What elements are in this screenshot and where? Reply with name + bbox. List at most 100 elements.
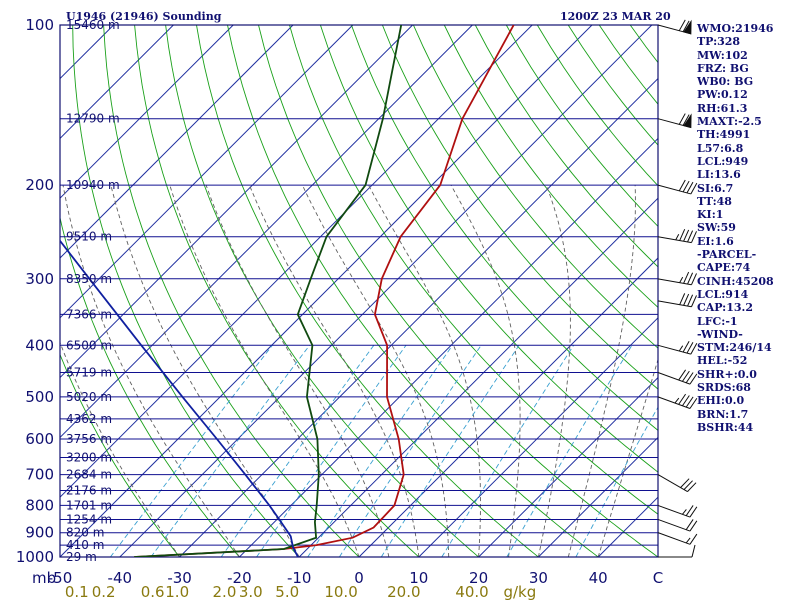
mixing-ratio-line [441, 345, 574, 557]
index-item: WMO:21946 [697, 22, 774, 35]
height-label: 29 m [66, 550, 97, 564]
wind-barb [657, 179, 698, 195]
wind-barb-pennant [683, 113, 692, 129]
wind-barb-flag [683, 271, 690, 284]
wind-barb-flag [685, 372, 694, 384]
index-item: CAPE:74 [697, 261, 751, 275]
mixing-ratio-line [339, 345, 482, 557]
wind-barb [657, 340, 698, 355]
index-item: EI:1.6 [697, 234, 734, 248]
wind-barb-flag [682, 180, 690, 193]
pressure-tick-label: 500 [25, 388, 54, 406]
wind-barb-flag [690, 182, 698, 195]
wind-barb-flag [689, 373, 698, 385]
pressure-tick-label: 600 [25, 430, 54, 448]
wind-barb-flag [683, 480, 693, 490]
index-item: TT:48 [697, 194, 732, 208]
wind-barb-flag [682, 370, 690, 382]
wind-barb-staff [657, 184, 691, 195]
stability-indices-panel: WMO:21946 TP:328 MW:102 FRZ: BG WB0: BG PW:0.… [697, 22, 800, 434]
station-title: U1946 (21946) Sounding [66, 10, 222, 23]
wind-barb-flag [691, 273, 697, 285]
dry-adiabat-lines [60, 25, 658, 557]
wind-barb-pennant [683, 19, 692, 35]
temperature-axis-labels: -50 -40 -30 -20 -10 0 10 20 30 40 C [48, 569, 663, 587]
wind-barb-flag [678, 369, 687, 381]
index-item: MAXT:-2.5 [697, 115, 762, 129]
isotherm-line [60, 25, 413, 379]
height-label: 410 m [66, 538, 104, 552]
pressure-axis-unit: mb [32, 569, 56, 587]
wind-barb-staff [657, 372, 691, 385]
mixing-ratio-tick-label: 0.6 [141, 583, 165, 600]
wind-barb-flag [678, 19, 686, 31]
moist-adiabat-line [450, 184, 521, 557]
wind-barb-flag [682, 395, 690, 407]
wind-barb-halfflag [679, 276, 684, 283]
index-item: PW:0.12 [697, 88, 748, 102]
height-label: 2684 m [66, 468, 112, 482]
mixing-ratio-line [575, 406, 658, 557]
index-item: HEL:-52 [697, 354, 748, 368]
wind-barb [657, 271, 697, 286]
moist-adiabat-lines [60, 184, 658, 557]
isotherm-line [478, 376, 658, 557]
wind-barb-halfflag [682, 509, 687, 515]
plot-frame [59, 24, 659, 558]
wind-barb-flag [689, 533, 698, 545]
temperature-tick-label: -50 [48, 569, 73, 587]
isotherm-line [60, 25, 294, 259]
pressure-tick-label: 100 [25, 16, 54, 34]
index-item: SW:59 [697, 221, 736, 235]
height-label: 12790 m [66, 112, 120, 126]
pressure-tick-label: 900 [25, 524, 54, 542]
wind-barb [658, 544, 696, 558]
wind-barb-flag [687, 230, 694, 243]
mixing-ratio-line [307, 345, 453, 557]
wind-barb [657, 113, 692, 129]
wind-barb-flag [683, 229, 690, 242]
wind-barb [657, 504, 698, 518]
wind-barb-flag [683, 293, 690, 306]
index-item: STM:246/14 [697, 341, 772, 355]
mixing-ratio-tick-label: 0.2 [92, 583, 116, 600]
height-label: 1701 m [66, 498, 112, 512]
wind-barb-flag [689, 397, 698, 409]
isotherm-line [60, 25, 593, 557]
wind-barb [657, 369, 698, 385]
wind-barb-staff [657, 518, 691, 532]
height-label: 10940 m [66, 178, 120, 192]
wind-barb-flag [678, 113, 686, 125]
sounding-profiles [60, 25, 515, 557]
moist-adiabat-line [537, 184, 571, 557]
wind-barb-flag [679, 293, 686, 305]
moist-adiabat-line [110, 184, 300, 557]
index-item: TH:4991 [697, 128, 751, 142]
index-item: BSHR:44 [697, 420, 754, 434]
temperature-tick-label: 40 [589, 569, 608, 587]
wind-barb-flag [686, 342, 694, 354]
wind-barb-staff [657, 396, 691, 409]
moist-adiabat-line [169, 184, 360, 557]
mixing-ratio-tick-label: 10.0 [324, 583, 357, 600]
index-item: KI:1 [697, 208, 724, 222]
wind-barb [657, 19, 692, 35]
isotherm-line [298, 197, 658, 557]
wind-barb-flag [687, 294, 694, 307]
pressure-tick-label: 800 [25, 496, 54, 514]
wind-barb-flag [682, 114, 690, 126]
wind-barb-flag [685, 519, 694, 530]
isotherm-line [538, 436, 658, 557]
isotherm-line [239, 137, 658, 557]
isotherm-line [60, 25, 174, 140]
pressure-tick-label: 700 [25, 466, 54, 484]
mixing-ratio-line [110, 345, 273, 557]
mixing-ratio-tick-label: 40.0 [455, 583, 488, 600]
mixing-ratio-tick-label: 3.0 [239, 583, 263, 600]
pressure-tick-label: 200 [25, 176, 54, 194]
isotherm-lines [60, 25, 658, 557]
temperature-tick-label: 10 [409, 569, 428, 587]
wind-barb-flag [687, 482, 697, 492]
index-item: WB0: BG [697, 75, 754, 89]
temperature-tick-label: 30 [529, 569, 548, 587]
